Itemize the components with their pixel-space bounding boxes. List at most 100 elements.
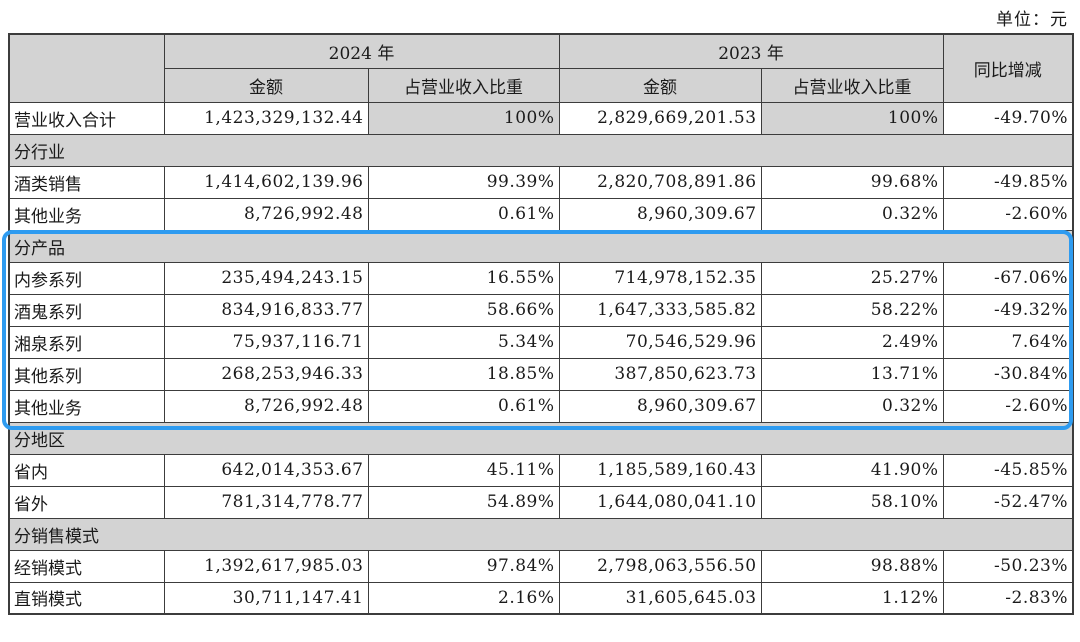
cell-yoy: -49.32% <box>942 293 1074 327</box>
cell-s2023: 98.88% <box>760 549 944 583</box>
cell-a2024: 75,937,116.71 <box>163 325 369 359</box>
cell-a2023: 31,605,645.03 <box>558 581 762 615</box>
cell-a2023: 2,820,708,891.86 <box>558 165 762 199</box>
header-row-subcolumns: 金额 占营业收入比重 金额 占营业收入比重 <box>9 67 1073 103</box>
cell-a2023: 70,546,529.96 <box>558 325 762 359</box>
row-label: 营业收入合计 <box>8 101 165 135</box>
cell-s2023: 100% <box>760 101 944 135</box>
cell-yoy: -45.85% <box>942 453 1074 487</box>
corner-cell <box>8 33 165 103</box>
cell-a2024: 235,494,243.15 <box>163 261 369 295</box>
cell-s2024: 0.61% <box>367 389 560 423</box>
row-label: 其他业务 <box>8 389 165 423</box>
cell-yoy: -30.84% <box>942 357 1074 391</box>
cell-a2024: 30,711,147.41 <box>163 581 369 615</box>
cell-a2024: 1,392,617,985.03 <box>163 549 369 583</box>
row-label: 省内 <box>8 453 165 487</box>
table-row: 其他系列 268,253,946.33 18.85% 387,850,623.73 13… <box>8 357 1074 391</box>
cell-a2023: 8,960,309.67 <box>558 389 762 423</box>
cell-s2023: 58.10% <box>760 485 944 519</box>
section-row: 分销售模式 <box>8 517 1074 551</box>
cell-a2024: 781,314,778.77 <box>163 485 369 519</box>
cell-s2024: 5.34% <box>367 325 560 359</box>
cell-a2023: 1,644,080,041.10 <box>558 485 762 519</box>
row-label: 内参系列 <box>8 261 165 295</box>
cell-s2023: 0.32% <box>760 197 944 231</box>
section-label: 分销售模式 <box>8 517 1074 551</box>
cell-s2024: 0.61% <box>367 197 560 231</box>
table-row: 其他业务 8,726,992.48 0.61% 8,960,309.67 0.32% -2… <box>8 197 1074 231</box>
table-row: 省外 781,314,778.77 54.89% 1,644,080,041.10 58… <box>8 485 1074 519</box>
table-body: 营业收入合计 1,423,329,132.44 100% 2,829,669,201.… <box>8 101 1074 615</box>
cell-a2023: 8,960,309.67 <box>558 197 762 231</box>
cell-s2023: 1.12% <box>760 581 944 615</box>
row-label: 酒鬼系列 <box>8 293 165 327</box>
cell-s2024: 18.85% <box>367 357 560 391</box>
cell-s2023: 58.22% <box>760 293 944 327</box>
col-header-share-2023: 占营业收入比重 <box>760 67 944 103</box>
cell-a2024: 8,726,992.48 <box>163 389 369 423</box>
cell-yoy: -49.70% <box>942 101 1074 135</box>
col-header-amount-2023: 金额 <box>558 67 762 103</box>
cell-s2024: 97.84% <box>367 549 560 583</box>
section-label: 分地区 <box>8 421 1074 455</box>
cell-s2023: 0.32% <box>760 389 944 423</box>
row-label: 直销模式 <box>8 581 165 615</box>
cell-a2024: 268,253,946.33 <box>163 357 369 391</box>
cell-yoy: -67.06% <box>942 261 1074 295</box>
cell-yoy: -49.85% <box>942 165 1074 199</box>
table-row: 湘泉系列 75,937,116.71 5.34% 70,546,529.96 2.49%… <box>8 325 1074 359</box>
cell-a2023: 2,829,669,201.53 <box>558 101 762 135</box>
cell-s2024: 99.39% <box>367 165 560 199</box>
cell-yoy: -52.47% <box>942 485 1074 519</box>
cell-s2023: 41.90% <box>760 453 944 487</box>
cell-a2023: 1,185,589,160.43 <box>558 453 762 487</box>
cell-yoy: -50.23% <box>942 549 1074 583</box>
section-label: 分产品 <box>8 229 1074 263</box>
cell-s2023: 25.27% <box>760 261 944 295</box>
row-label: 其他系列 <box>8 357 165 391</box>
cell-yoy: -2.60% <box>942 197 1074 231</box>
cell-a2024: 8,726,992.48 <box>163 197 369 231</box>
row-label: 湘泉系列 <box>8 325 165 359</box>
table-row: 酒鬼系列 834,916,833.77 58.66% 1,647,333,585.82… <box>8 293 1074 327</box>
section-row: 分行业 <box>8 133 1074 167</box>
section-row: 分产品 <box>8 229 1074 263</box>
cell-a2024: 1,423,329,132.44 <box>163 101 369 135</box>
col-header-2024: 2024 年 <box>163 33 560 69</box>
cell-a2023: 1,647,333,585.82 <box>558 293 762 327</box>
cell-yoy: 7.64% <box>942 325 1074 359</box>
cell-a2024: 1,414,602,139.96 <box>163 165 369 199</box>
header-row-years: 2024 年 2023 年 同比增减 <box>8 33 1074 103</box>
col-header-share-2024: 占营业收入比重 <box>367 67 560 103</box>
col-header-amount-2024: 金额 <box>163 67 369 103</box>
row-label: 经销模式 <box>8 549 165 583</box>
section-row: 分地区 <box>8 421 1074 455</box>
cell-s2024: 54.89% <box>367 485 560 519</box>
table-row: 直销模式 30,711,147.41 2.16% 31,605,645.03 1.12%… <box>8 581 1074 615</box>
row-label: 省外 <box>8 485 165 519</box>
row-label: 酒类销售 <box>8 165 165 199</box>
cell-s2023: 99.68% <box>760 165 944 199</box>
row-label: 其他业务 <box>8 197 165 231</box>
table-row: 省内 642,014,353.67 45.11% 1,185,589,160.43 41… <box>8 453 1074 487</box>
table-row: 营业收入合计 1,423,329,132.44 100% 2,829,669,201.… <box>8 101 1074 135</box>
cell-s2024: 45.11% <box>367 453 560 487</box>
cell-a2023: 2,798,063,556.50 <box>558 549 762 583</box>
cell-a2024: 834,916,833.77 <box>163 293 369 327</box>
cell-yoy: -2.60% <box>942 389 1074 423</box>
section-label: 分行业 <box>8 133 1074 167</box>
cell-yoy: -2.83% <box>942 581 1074 615</box>
table-row: 其他业务 8,726,992.48 0.61% 8,960,309.67 0.32% -2… <box>8 389 1074 423</box>
revenue-breakdown-table: 2024 年 2023 年 同比增减 金额 占营业收入比重 金额 占营业收入比重… <box>8 33 1075 615</box>
cell-a2023: 714,978,152.35 <box>558 261 762 295</box>
table-header: 2024 年 2023 年 同比增减 金额 占营业收入比重 金额 占营业收入比重 <box>8 33 1074 103</box>
col-header-2023: 2023 年 <box>558 33 944 69</box>
cell-s2024: 2.16% <box>367 581 560 615</box>
cell-s2024: 16.55% <box>367 261 560 295</box>
cell-a2024: 642,014,353.67 <box>163 453 369 487</box>
unit-label: 单位：元 <box>996 10 1068 30</box>
col-header-yoy: 同比增减 <box>942 33 1074 103</box>
cell-s2024: 100% <box>367 101 560 135</box>
